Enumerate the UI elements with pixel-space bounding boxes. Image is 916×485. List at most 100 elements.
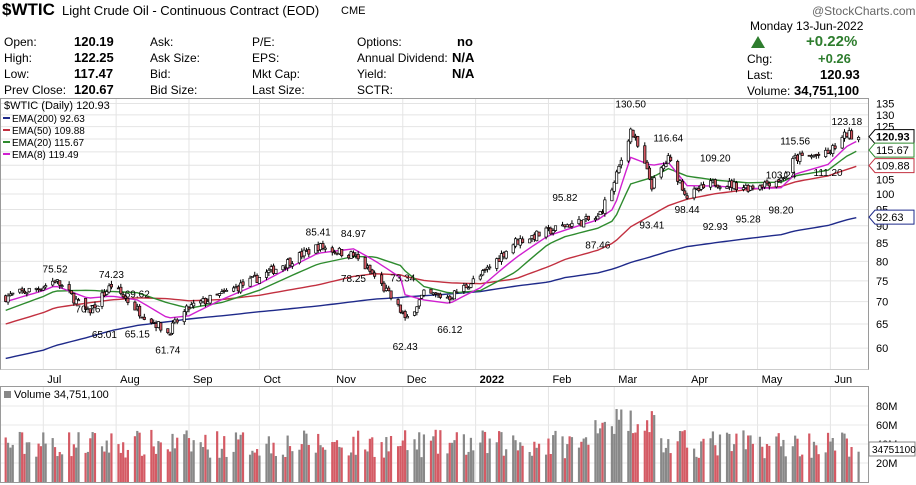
candle-body — [504, 250, 508, 259]
volume-bar — [176, 437, 179, 482]
annual-dividend-label: Annual Dividend: — [357, 51, 448, 65]
volume-bar — [6, 442, 10, 482]
candle-body — [290, 263, 294, 267]
volume-tick-label: 20M — [876, 458, 897, 470]
volume-bar — [528, 451, 531, 482]
candle-body — [631, 129, 635, 138]
x-tick-label: Jul — [47, 374, 61, 386]
high-value: 122.25 — [74, 50, 114, 65]
volume-bar — [107, 452, 111, 482]
volume-bar — [220, 448, 223, 482]
candle-body — [84, 298, 88, 310]
ask-size-label: Ask Size: — [150, 51, 201, 65]
volume-bar — [91, 432, 94, 482]
last-size-label: Last Size: — [252, 83, 305, 97]
candle-body — [488, 266, 492, 269]
candle-body — [669, 156, 673, 161]
volume-bar — [140, 455, 144, 482]
open-label: Open: — [4, 35, 37, 49]
yield-label: Yield: — [357, 67, 387, 81]
price-annotation: 109.20 — [700, 153, 731, 164]
volume-label: Volume: — [747, 84, 791, 98]
volume-bar — [676, 441, 679, 482]
candle-body — [450, 298, 454, 301]
candle-body — [734, 182, 738, 191]
price-annotation: 87.46 — [585, 240, 610, 251]
volume-bar — [620, 409, 623, 482]
y-tick-label: 80 — [876, 256, 888, 268]
candle-body — [100, 292, 104, 307]
candle-body — [741, 187, 746, 190]
annual-dividend-value: N/A — [452, 50, 475, 65]
volume-bar — [199, 442, 202, 482]
y-tick-label: 75 — [876, 276, 888, 288]
price-annotation: 70.76 — [75, 304, 100, 315]
candle-body — [20, 288, 24, 291]
x-tick-label: Oct — [263, 374, 280, 386]
candle-body — [415, 306, 419, 313]
volume-bar — [467, 451, 470, 482]
eps-label: EPS: — [252, 51, 280, 65]
volume-bar — [552, 435, 555, 482]
candle-body — [363, 256, 367, 270]
volume-last-label: 34751100 — [872, 445, 916, 456]
volume-bar — [265, 443, 268, 482]
volume-bar — [446, 453, 449, 482]
open-value: 120.19 — [74, 34, 114, 49]
price-annotation: 103.24 — [766, 170, 797, 181]
price-tag-box — [868, 129, 915, 145]
volume-bar — [794, 435, 797, 482]
volume-bar — [93, 433, 97, 482]
volume-bar — [86, 451, 90, 482]
volume-bar — [331, 442, 334, 482]
prev-close-label: Prev Close: — [4, 83, 67, 97]
candle-body — [662, 165, 666, 170]
volume-bar — [530, 455, 534, 482]
volume-bar — [72, 444, 75, 482]
volume-bar — [241, 432, 245, 482]
volume-bar — [35, 456, 38, 482]
volume-bar — [742, 430, 745, 482]
candle-body — [51, 280, 55, 286]
ema50-line — [5, 165, 857, 325]
volume-bar — [349, 452, 353, 482]
volume-bar — [627, 430, 630, 482]
chg-value: +0.26 — [818, 51, 851, 66]
volume-bar — [516, 450, 520, 482]
volume-bar — [117, 444, 120, 482]
volume-legend-text: Volume 34,751,100 — [14, 389, 109, 401]
volume-bar — [577, 447, 581, 482]
volume-bar — [159, 442, 162, 482]
volume-bar — [44, 443, 47, 482]
volume-bar — [643, 430, 646, 482]
volume-bar — [563, 458, 567, 482]
volume-bar — [631, 433, 635, 482]
volume-bar — [582, 438, 585, 482]
volume-bar — [716, 455, 719, 482]
volume-bar — [119, 452, 122, 482]
volume-bar — [60, 454, 64, 482]
volume-bar — [439, 430, 442, 482]
candle-body — [420, 294, 424, 299]
candle-body — [683, 190, 687, 195]
volume-bar — [201, 446, 205, 482]
volume-bar — [110, 433, 113, 482]
candle-body — [257, 277, 262, 284]
candle-body — [701, 184, 706, 189]
candle-body — [857, 136, 861, 141]
candle-body — [448, 295, 452, 301]
candle-body — [126, 297, 130, 303]
volume-bar — [824, 452, 827, 482]
candle-body — [831, 145, 835, 154]
candle-body — [241, 281, 245, 286]
volume-bar — [253, 452, 256, 482]
volume-bar — [601, 422, 604, 482]
volume-bar — [324, 449, 327, 482]
candle-body — [74, 298, 78, 305]
last-value: 120.93 — [820, 67, 860, 82]
price-annotation: 130.50 — [615, 100, 646, 111]
price-annotation: 62.43 — [393, 342, 418, 353]
candle-body — [422, 289, 426, 296]
candle-body — [779, 177, 783, 181]
volume-bar — [389, 435, 393, 482]
